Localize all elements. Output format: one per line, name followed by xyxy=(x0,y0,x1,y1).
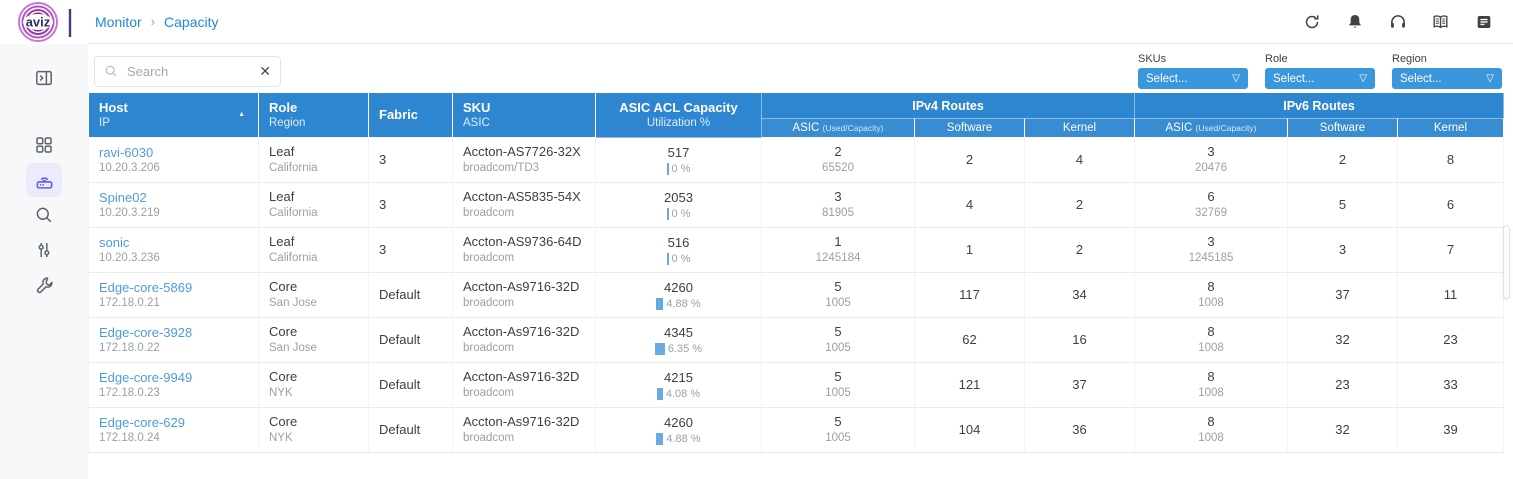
sidebar-item-tools-wrench[interactable] xyxy=(26,268,62,302)
role-value: Leaf xyxy=(269,143,295,159)
chevron-down-icon: ▽ xyxy=(1359,72,1367,84)
sidebar-item-devices[interactable] xyxy=(26,163,62,197)
host-ip: 10.20.3.219 xyxy=(99,206,160,219)
notifications-bell-icon[interactable] xyxy=(1345,12,1364,31)
top-bar: aviz Monitor › Capacity xyxy=(0,0,1513,44)
breadcrumb-separator-icon: › xyxy=(150,14,156,29)
filter-region-label: Region xyxy=(1392,53,1427,65)
region-select-value: Select... xyxy=(1400,72,1442,85)
host-link[interactable]: Edge-core-629 xyxy=(99,414,185,430)
host-ip: 172.18.0.24 xyxy=(99,431,160,444)
sidebar-collapse-button[interactable] xyxy=(26,61,62,95)
sku-value: Accton-AS7726-32X xyxy=(463,143,581,159)
breadcrumb-monitor[interactable]: Monitor xyxy=(95,13,142,30)
search-icon xyxy=(105,65,117,77)
filter-role: Role Select... ▽ xyxy=(1265,53,1375,89)
host-link[interactable]: Edge-core-5869 xyxy=(99,279,193,295)
col-header-ipv6-asic[interactable]: ASIC (Used/Capacity) xyxy=(1134,118,1288,138)
filter-region: Region Select... ▽ xyxy=(1392,53,1502,89)
refresh-icon[interactable] xyxy=(1302,12,1321,31)
host-ip: 172.18.0.21 xyxy=(99,296,160,309)
sidebar-nav xyxy=(0,44,88,479)
host-ip: 10.20.3.236 xyxy=(99,251,160,264)
sidebar-item-dashboard[interactable] xyxy=(26,128,62,162)
clear-search-icon[interactable]: ✕ xyxy=(259,63,271,79)
table-toolbar: ✕ SKUs Select... ▽ Role Select... ▽ xyxy=(88,44,1513,92)
col-header-acl-capacity[interactable]: ASIC ACL Capacity Utilization % xyxy=(595,92,762,138)
table-row[interactable]: Edge-core-9949 172.18.0.23 Core NYK Defaul… xyxy=(88,362,1504,408)
main-content: ✕ SKUs Select... ▽ Role Select... ▽ xyxy=(88,44,1513,479)
table-row[interactable]: Edge-core-3928 172.18.0.22 Core San Jose D… xyxy=(88,317,1504,363)
docs-book-icon[interactable] xyxy=(1431,12,1450,31)
role-select[interactable]: Select... ▽ xyxy=(1265,68,1375,89)
col-group-ipv4-routes: IPv4 Routes xyxy=(761,92,1135,119)
svg-text:aviz: aviz xyxy=(26,15,51,30)
brand-logo: aviz xyxy=(0,0,88,44)
col-header-sku[interactable]: SKU ASIC xyxy=(452,92,596,138)
filter-skus-label: SKUs xyxy=(1138,53,1167,65)
host-ip: 10.20.3.206 xyxy=(99,161,160,174)
utilization: 0 % xyxy=(596,163,761,176)
host-link[interactable]: ravi-6030 xyxy=(99,144,154,160)
filter-role-label: Role xyxy=(1265,53,1288,65)
sidebar-item-search[interactable] xyxy=(26,198,62,232)
topbar-actions xyxy=(1302,12,1493,31)
col-header-ipv6-software[interactable]: Software xyxy=(1287,118,1398,138)
utilization-bar xyxy=(666,163,669,176)
chevron-down-icon: ▽ xyxy=(1486,72,1494,84)
sort-ascending-icon[interactable]: ▲ xyxy=(238,111,245,119)
host-ip: 172.18.0.23 xyxy=(99,386,160,399)
host-ip: 172.18.0.22 xyxy=(99,341,160,354)
col-header-ipv4-asic[interactable]: ASIC (Used/Capacity) xyxy=(761,118,915,138)
asic-value: broadcom/TD3 xyxy=(463,162,540,175)
fabric-value: 3 xyxy=(379,151,387,167)
region-value: California xyxy=(269,162,318,175)
breadcrumb-capacity[interactable]: Capacity xyxy=(164,13,219,30)
table-row[interactable]: sonic 10.20.3.236 Leaf California 3 Accton… xyxy=(88,227,1504,273)
breadcrumb: Monitor › Capacity xyxy=(95,14,219,30)
filter-skus: SKUs Select... ▽ xyxy=(1138,53,1248,89)
col-header-ipv6-kernel[interactable]: Kernel xyxy=(1397,118,1504,138)
table-row[interactable]: Edge-core-629 172.18.0.24 Core NYK Default… xyxy=(88,407,1504,453)
aviz-logo-icon: aviz xyxy=(18,2,72,42)
col-header-ipv4-software[interactable]: Software xyxy=(914,118,1025,138)
changelog-list-icon[interactable] xyxy=(1474,12,1493,31)
skus-select-value: Select... xyxy=(1146,72,1188,85)
host-link[interactable]: Edge-core-3928 xyxy=(99,324,193,340)
sidebar-item-settings-sliders[interactable] xyxy=(26,233,62,267)
chevron-down-icon: ▽ xyxy=(1232,72,1240,84)
host-link[interactable]: Spine02 xyxy=(99,189,147,205)
search-box[interactable]: ✕ xyxy=(94,55,281,87)
host-link[interactable]: Edge-core-9949 xyxy=(99,369,193,385)
table-row[interactable]: Edge-core-5869 172.18.0.21 Core San Jose D… xyxy=(88,272,1504,318)
region-select[interactable]: Select... ▽ xyxy=(1392,68,1502,89)
col-header-host[interactable]: Host IP ▲ xyxy=(88,92,259,138)
col-header-role[interactable]: Role Region xyxy=(258,92,369,138)
vertical-scrollbar-thumb[interactable] xyxy=(1503,225,1510,299)
capacity-table: Host IP ▲ Role Region Fabric SKU ASIC xyxy=(88,92,1504,453)
skus-select[interactable]: Select... ▽ xyxy=(1138,68,1248,89)
support-headphones-icon[interactable] xyxy=(1388,12,1407,31)
col-header-fabric[interactable]: Fabric xyxy=(368,92,453,138)
host-link[interactable]: sonic xyxy=(99,234,130,250)
filter-group: SKUs Select... ▽ Role Select... ▽ Region xyxy=(1138,53,1503,89)
table-row[interactable]: Spine02 10.20.3.219 Leaf California 3 Acct… xyxy=(88,182,1504,228)
col-group-ipv6-routes: IPv6 Routes xyxy=(1134,92,1504,119)
table-row[interactable]: ravi-6030 10.20.3.206 Leaf California 3 Ac… xyxy=(88,137,1504,183)
role-select-value: Select... xyxy=(1273,72,1315,85)
acl-capacity-value: 517 xyxy=(667,144,690,160)
search-input[interactable] xyxy=(127,63,251,79)
col-header-ipv4-kernel[interactable]: Kernel xyxy=(1024,118,1135,138)
